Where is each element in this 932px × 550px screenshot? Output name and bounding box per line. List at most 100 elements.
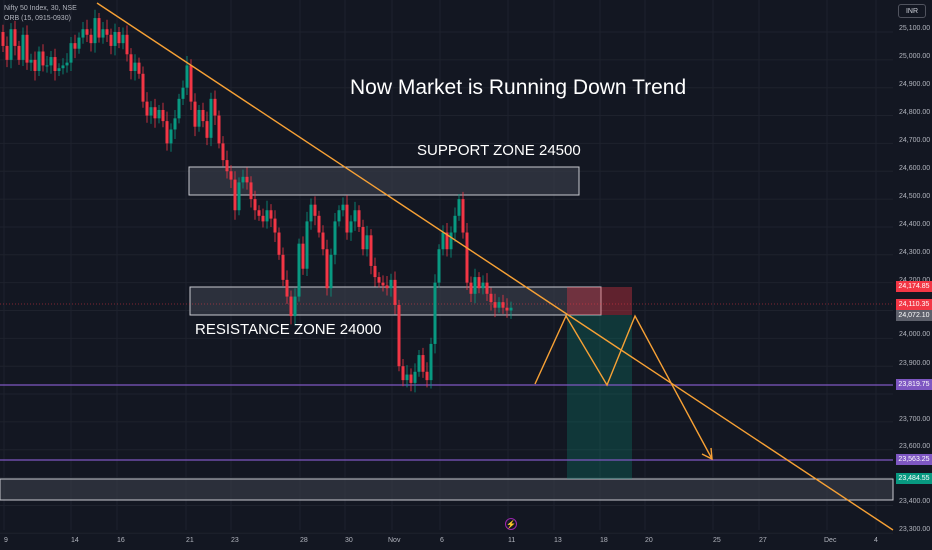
time-tick: Dec — [824, 537, 837, 544]
projection-arrowhead — [701, 447, 713, 461]
candle-body — [133, 62, 137, 71]
projection-path[interactable] — [534, 314, 713, 460]
price-tick: 24,500.00 — [899, 193, 931, 200]
indicator-legend[interactable]: ORB (15, 0915-0930) — [4, 15, 71, 22]
candle-body — [125, 34, 129, 55]
candle-body — [65, 62, 69, 66]
price-candles — [1, 9, 513, 393]
candle-body — [281, 254, 285, 280]
price-tick: 24,700.00 — [899, 137, 931, 144]
chart-annotation-title[interactable]: Now Market is Running Down Trend — [350, 76, 687, 99]
candle-body — [341, 204, 345, 211]
time-tick: 11 — [508, 537, 516, 544]
candle-body — [481, 282, 485, 289]
support-zone-box[interactable] — [188, 166, 580, 196]
candle-body — [209, 98, 213, 138]
lower-zone-box[interactable] — [0, 478, 894, 501]
candle-body — [469, 282, 473, 294]
price-tick: 23,400.00 — [899, 498, 931, 505]
candle-body — [401, 366, 405, 381]
candle-body — [425, 371, 429, 381]
price-tag-stop: 24,174.85 — [896, 281, 932, 292]
lightning-icon[interactable]: ⚡ — [505, 518, 517, 530]
candle-body — [369, 235, 373, 266]
symbol-header[interactable]: Nifty 50 Index, 30, NSE — [4, 5, 77, 12]
candle-body — [489, 293, 493, 303]
candle-body — [53, 57, 57, 71]
candle-body — [261, 215, 265, 222]
candle-body — [5, 45, 9, 60]
price-tag-target: 23,484.55 — [896, 473, 932, 484]
price-tag-level-1: 23,819.75 — [896, 379, 932, 390]
candle-body — [113, 32, 117, 46]
candle-body — [301, 243, 305, 269]
candle-body — [217, 115, 221, 144]
candle-body — [73, 43, 77, 49]
candle-body — [221, 143, 225, 161]
candle-body — [381, 282, 385, 286]
candle-body — [357, 210, 361, 227]
time-tick: 27 — [759, 537, 767, 544]
candle-body — [149, 107, 153, 116]
time-tick: 23 — [231, 537, 239, 544]
candle-body — [213, 98, 217, 116]
candle-body — [193, 101, 197, 127]
candle-body — [25, 34, 29, 63]
chart-grid — [0, 0, 893, 534]
position-target-area[interactable] — [567, 315, 632, 479]
candle-body — [233, 179, 237, 211]
candle-body — [13, 29, 17, 46]
candle-body — [329, 254, 333, 289]
candle-body — [417, 355, 421, 372]
candle-body — [349, 221, 353, 233]
candle-body — [69, 43, 73, 63]
candle-body — [229, 171, 233, 180]
candle-body — [505, 307, 509, 311]
candle-body — [365, 235, 369, 250]
candle-body — [453, 215, 457, 233]
candle-body — [49, 57, 53, 66]
candle-body — [461, 199, 465, 233]
time-tick: 30 — [345, 537, 353, 544]
price-tick: 24,800.00 — [899, 109, 931, 116]
candle-body — [57, 68, 61, 71]
candle-body — [285, 279, 289, 297]
candle-body — [85, 29, 89, 35]
candle-body — [205, 121, 209, 138]
candle-body — [169, 129, 173, 144]
currency-button[interactable]: INR — [898, 4, 926, 18]
candle-body — [445, 232, 449, 250]
price-tag-entry: 24,072.10 — [896, 310, 932, 321]
candle-body — [337, 210, 341, 222]
position-stop-area[interactable] — [567, 287, 632, 315]
time-tick: 28 — [300, 537, 308, 544]
candle-body — [317, 215, 321, 233]
candle-body — [185, 65, 189, 88]
candle-body — [325, 249, 329, 289]
candle-body — [137, 62, 141, 74]
candle-body — [409, 374, 413, 383]
time-tick: 20 — [645, 537, 653, 544]
downtrend-line[interactable] — [96, 2, 894, 531]
candle-body — [273, 218, 277, 233]
candle-body — [477, 277, 481, 289]
candle-body — [29, 59, 33, 63]
time-tick: 4 — [874, 537, 878, 544]
candle-body — [89, 34, 93, 44]
price-tick: 25,000.00 — [899, 53, 931, 60]
price-tick: 23,700.00 — [899, 416, 931, 423]
candle-body — [61, 65, 65, 69]
candle-body — [305, 221, 309, 269]
candle-body — [437, 249, 441, 283]
candle-body — [1, 32, 5, 46]
candle-body — [121, 34, 125, 44]
support-zone-label[interactable]: SUPPORT ZONE 24500 — [417, 142, 581, 159]
resistance-zone-label[interactable]: RESISTANCE ZONE 24000 — [195, 321, 382, 338]
candle-body — [373, 265, 377, 278]
candle-body — [101, 29, 105, 38]
price-tick: 23,300.00 — [899, 526, 931, 533]
candle-body — [501, 302, 505, 308]
price-tick: 24,200.00 — [899, 277, 930, 284]
price-tick: 23,900.00 — [899, 360, 931, 367]
